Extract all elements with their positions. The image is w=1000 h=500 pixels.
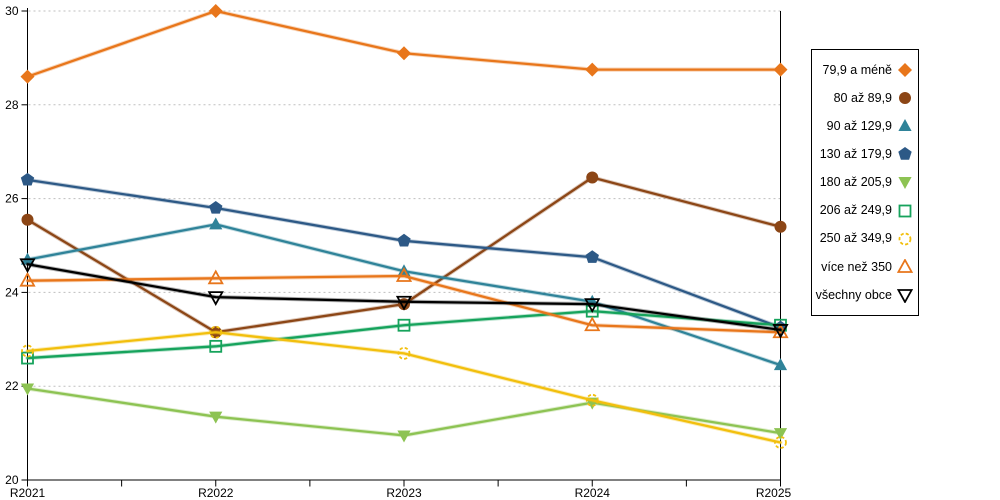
data-point-marker [209,217,223,230]
legend-label: 80 až 89,9 [833,90,892,105]
legend-marker-circle-icon [899,92,911,105]
legend-item: 206 až 249,9 [816,203,913,219]
series-line-halo [25,386,783,438]
legend-marker-triangle-down-icon [898,177,912,190]
data-point-marker [397,233,411,247]
legend-label: 250 až 349,9 [819,231,892,246]
series-9 [19,258,789,339]
legend-item: více než 350 [816,258,913,275]
legend-label: 130 až 179,9 [819,147,892,162]
y-tick-label: 26 [5,192,19,206]
data-point-marker [774,436,787,449]
data-point-marker [773,358,788,371]
data-point-marker [773,428,788,441]
legend-item: 130 až 179,9 [816,146,913,162]
series-7 [21,325,787,449]
x-tick-label: R2025 [756,486,792,500]
series-line [26,263,782,332]
legend-marker-triangle-up-icon [897,258,913,273]
legend-label: všechny obce [815,287,892,302]
data-point-marker [584,298,601,313]
x-tick-label: R2023 [386,486,422,500]
data-point-marker [19,271,36,287]
data-point-marker [207,269,224,285]
x-tick-label: R2022 [198,486,234,500]
series-1 [20,4,788,84]
x-tick-label: R2021 [10,486,46,500]
series-line-halo [25,8,783,79]
series-line [26,274,782,334]
data-point-marker [397,346,411,360]
data-point-marker [209,325,223,339]
data-point-marker [584,316,601,332]
data-point-marker [397,318,411,332]
legend-marker-triangle-up-icon [898,119,912,132]
legend-marker-circle-dashed-icon [898,232,912,246]
data-point-marker [773,62,788,77]
series-line-halo [25,330,783,445]
series-line [26,387,782,437]
data-point-marker [19,258,36,274]
y-tick-label: 24 [5,285,19,299]
legend-item: 90 až 129,9 [816,118,913,134]
axes: 20 22 24 26 28 30 R2021 R2022 R2023 R2024 R2025 [5,4,791,500]
y-tick-label: 22 [5,379,19,393]
data-point-marker [209,339,223,353]
data-point-marker [21,344,34,358]
data-point-marker [585,250,599,263]
series-5 [20,383,788,443]
legend-label: 79,9 a méně [822,62,893,77]
data-point-marker [209,411,223,424]
legend-item: 80 až 89,9 [816,90,913,106]
legend-marker-square-icon [898,204,912,217]
data-point-marker [21,213,34,226]
data-point-marker [586,171,599,184]
legend-label: 90 až 129,9 [826,119,892,134]
data-point-marker [585,62,600,77]
legend-item: 250 až 349,9 [816,231,913,247]
y-tick-label: 28 [5,98,19,112]
data-point-marker [209,200,223,214]
legend-label: 180 až 205,9 [819,175,892,190]
data-point-marker [208,4,223,18]
data-point-marker [772,324,789,339]
y-tick-label: 30 [5,4,19,18]
data-point-marker [585,393,599,407]
data-point-marker [21,351,34,365]
data-point-marker [397,46,411,61]
series-4 [20,172,788,334]
legend-item: všechny obce [816,287,913,303]
series-2 [21,171,787,339]
data-point-marker [20,69,35,84]
series-line [26,331,782,444]
series-line [26,310,782,360]
legend-item: 79,9 a méně [816,62,913,78]
x-tick-label: R2024 [575,486,611,500]
data-point-marker [20,172,35,186]
data-point-marker [395,267,413,282]
data-point-marker [395,295,413,311]
data-point-marker [397,430,411,443]
legend-marker-pentagon-icon [898,147,912,161]
legend-item: 180 až 205,9 [816,174,913,190]
legend-marker-triangle-down-icon [897,289,913,303]
series-line [26,9,782,78]
data-point-marker [20,383,35,396]
legend-marker-diamond-icon [898,63,912,78]
y-tick-label: 20 [5,473,19,487]
data-point-marker [774,220,787,233]
legend-label: 206 až 249,9 [819,203,892,218]
chart-legend: 79,9 a méně 80 až 89,9 90 až 129,9 130 až 1… [811,49,919,316]
data-point-marker [207,291,224,306]
legend-label: více než 350 [821,259,892,274]
